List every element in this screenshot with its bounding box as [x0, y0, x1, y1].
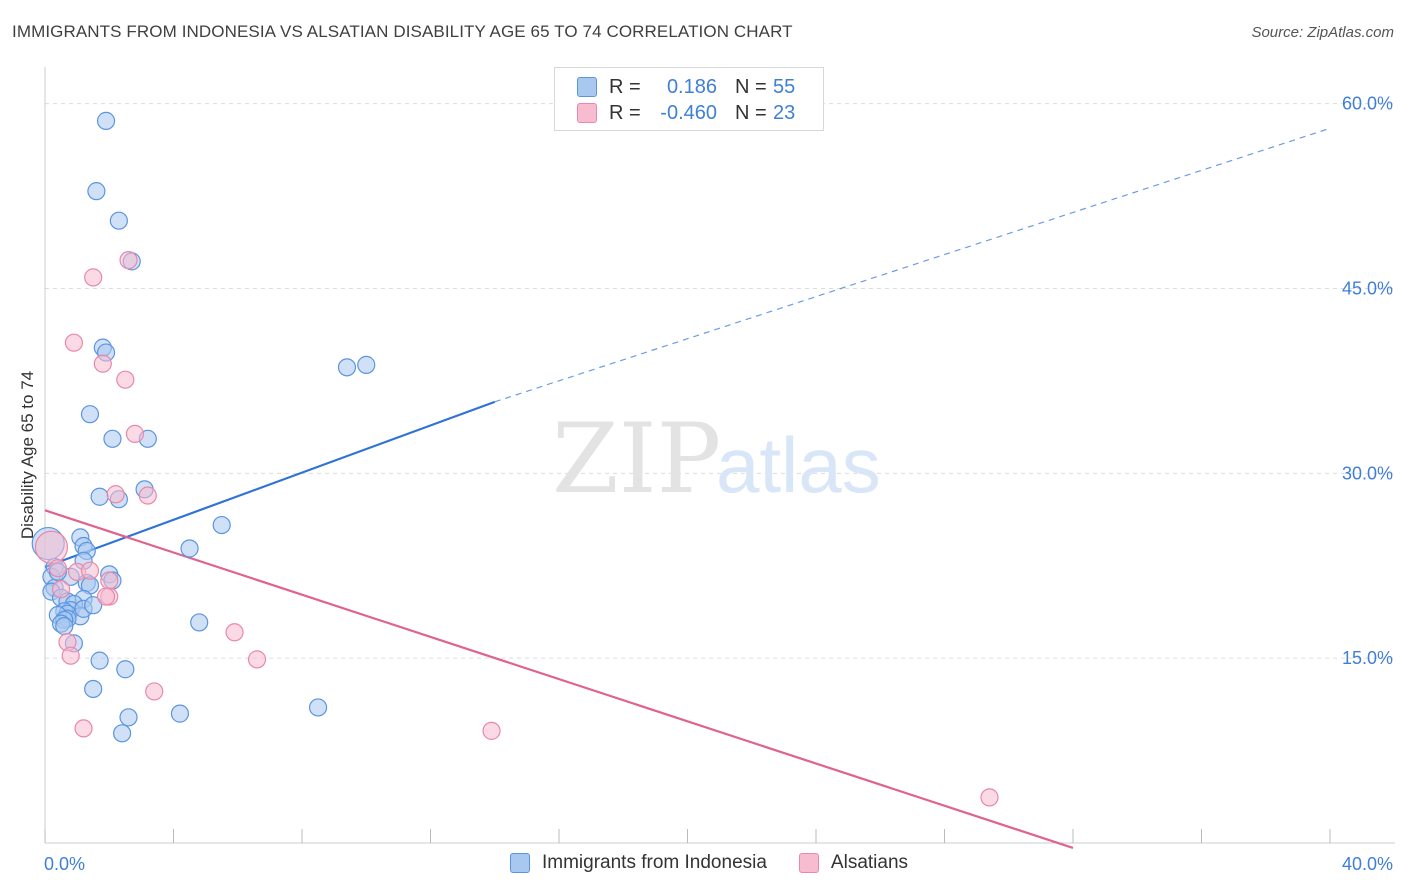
legend-r-value: 0.186	[666, 75, 717, 98]
legend-r-label: R =	[609, 101, 641, 124]
trend-line-indonesia	[44, 400, 496, 569]
point-indonesia	[357, 355, 376, 374]
y-tick-label: 60.0%	[1342, 94, 1393, 114]
point-indonesia	[109, 211, 128, 230]
point-indonesia	[308, 698, 328, 717]
point-indonesia	[55, 617, 74, 636]
legend-r-label: R =	[609, 75, 641, 98]
legend-row-alsatians: R = -0.460 N = 23	[577, 100, 795, 126]
trend-line-indonesia-projection	[494, 127, 1331, 403]
point-alsatians	[247, 650, 267, 669]
point-alsatians	[980, 788, 999, 807]
correlation-legend: R = 0.186 N = 55 R = -0.460 N = 23	[554, 67, 824, 131]
point-alsatians	[61, 646, 80, 665]
legend-n-value: 55	[773, 75, 796, 98]
gridlines	[45, 103, 1395, 659]
legend-swatch-pink	[577, 103, 597, 123]
source-label: Source: ZipAtlas.com	[1251, 24, 1394, 41]
point-indonesia	[80, 405, 100, 424]
point-alsatians	[64, 333, 84, 352]
legend-row-indonesia: R = 0.186 N = 55	[577, 74, 795, 100]
point-indonesia	[96, 111, 116, 130]
legend-n-label: N =	[735, 101, 767, 124]
watermark-atlas: atlas	[716, 421, 881, 509]
x-tick-label: 0.0%	[44, 854, 85, 874]
point-indonesia	[337, 358, 357, 377]
point-alsatians	[96, 587, 116, 606]
point-alsatians	[51, 580, 71, 599]
axes	[44, 67, 1395, 844]
point-alsatians	[93, 354, 112, 373]
y-tick-label: 30.0%	[1342, 463, 1393, 483]
point-indonesia	[180, 539, 199, 558]
point-indonesia	[190, 613, 209, 632]
legend-r-value: -0.460	[660, 101, 717, 124]
point-indonesia	[90, 651, 109, 670]
point-indonesia	[112, 724, 132, 743]
point-alsatians	[482, 721, 501, 740]
point-indonesia	[116, 660, 135, 679]
legend-swatch-pink	[798, 853, 819, 873]
point-indonesia	[170, 704, 190, 723]
legend-n-label: N =	[735, 75, 767, 98]
legend-swatch-blue	[577, 77, 597, 97]
legend-item-alsatians: Alsatians	[798, 852, 909, 874]
point-alsatians	[80, 561, 100, 580]
point-alsatians	[34, 530, 69, 564]
point-alsatians	[116, 370, 135, 389]
legend-swatch-blue	[510, 853, 530, 873]
watermark-zip: ZIP	[552, 403, 721, 515]
point-alsatians	[125, 424, 145, 443]
legend-label-alsatians: Alsatians	[830, 852, 909, 873]
chart-title: IMMIGRANTS FROM INDONESIA VS ALSATIAN DI…	[12, 22, 793, 41]
tick-labels: 15.0% 30.0% 45.0% 60.0% 0.0% 40.0%	[44, 94, 1393, 874]
trend-line-alsatians	[44, 509, 1074, 849]
y-axis-label: Disability Age 65 to 74	[18, 370, 37, 540]
trend-lines	[44, 127, 1331, 849]
legend-n-value: 23	[773, 101, 796, 124]
point-alsatians	[138, 486, 157, 505]
point-alsatians	[74, 719, 93, 738]
legend-item-indonesia: Immigrants from Indonesia	[510, 852, 767, 874]
point-indonesia	[84, 596, 103, 615]
y-tick-label: 15.0%	[1342, 648, 1393, 668]
point-alsatians	[84, 268, 103, 287]
legend-label-indonesia: Immigrants from Indonesia	[542, 852, 767, 873]
x-tick-label: 40.0%	[1342, 854, 1393, 874]
point-indonesia	[90, 487, 109, 506]
point-indonesia	[119, 708, 138, 727]
point-alsatians	[48, 559, 67, 578]
series-legend: Immigrants from Indonesia Alsatians	[510, 852, 940, 874]
point-indonesia	[87, 182, 106, 201]
point-indonesia	[103, 429, 122, 448]
point-indonesia	[212, 515, 231, 535]
point-indonesia	[84, 679, 103, 699]
point-alsatians	[145, 682, 164, 701]
data-points	[31, 111, 999, 807]
point-alsatians	[100, 571, 119, 590]
point-alsatians	[225, 623, 244, 642]
point-alsatians	[106, 485, 125, 504]
y-tick-label: 45.0%	[1342, 278, 1393, 298]
point-alsatians	[119, 251, 138, 270]
